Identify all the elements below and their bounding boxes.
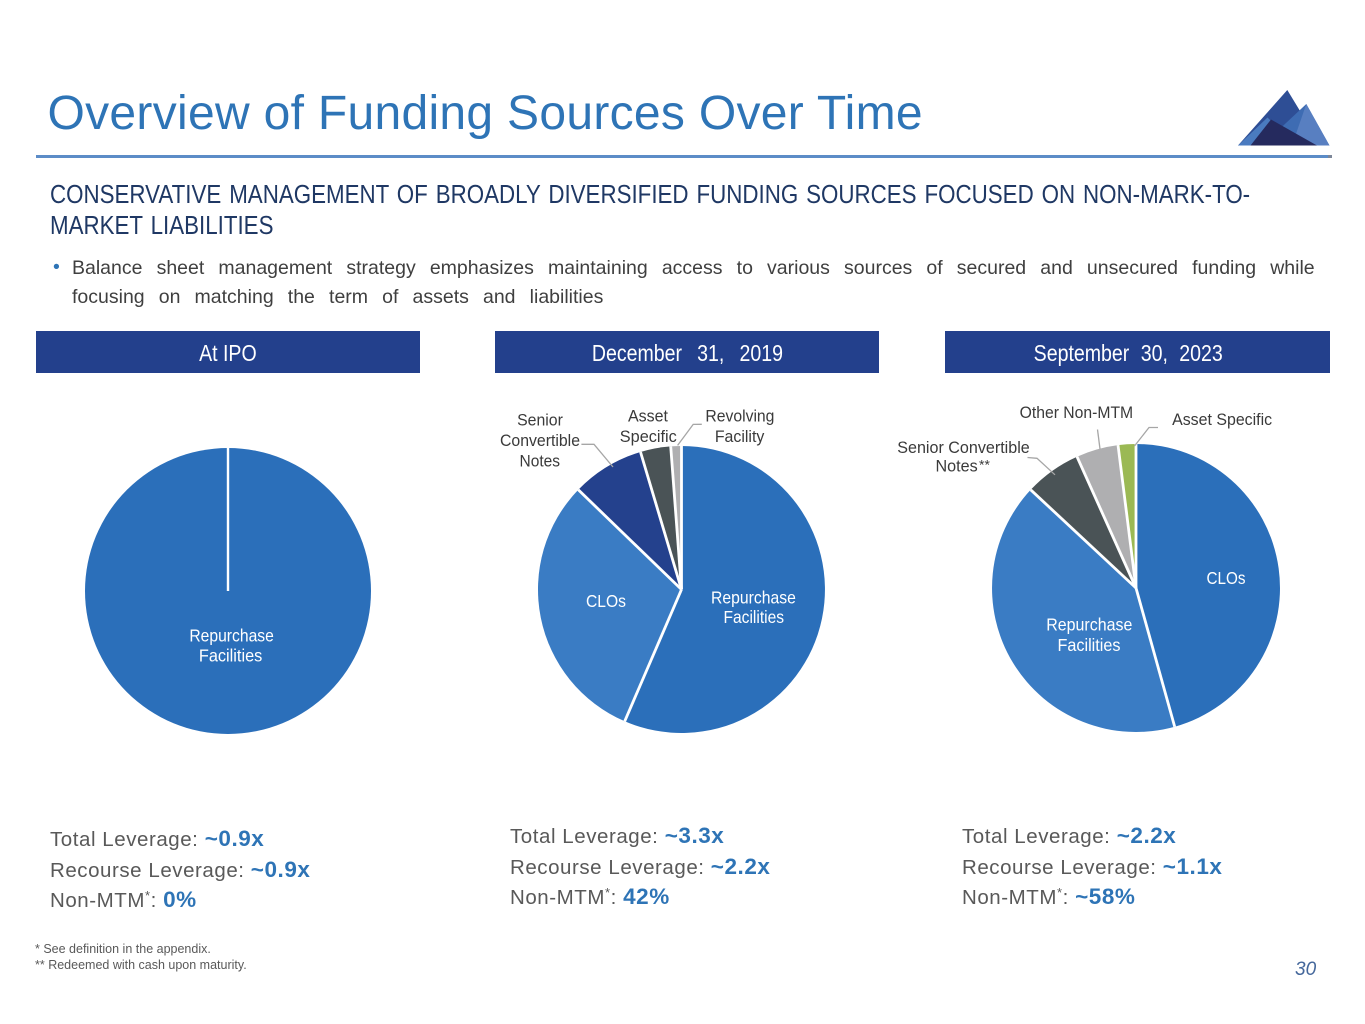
svg-text:Notes: Notes: [520, 452, 561, 471]
svg-text:Asset Specific: Asset Specific: [1172, 410, 1272, 429]
svg-text:CLOs: CLOs: [586, 591, 626, 611]
svg-text:Facilities: Facilities: [199, 645, 263, 665]
svg-text:Senior Convertible: Senior Convertible: [897, 438, 1030, 457]
svg-text:Facility: Facility: [715, 427, 765, 446]
svg-text:Repurchase: Repurchase: [1046, 615, 1132, 635]
svg-text:CLOs: CLOs: [1207, 568, 1246, 588]
svg-text:Repurchase: Repurchase: [189, 626, 274, 646]
svg-text:Senior: Senior: [517, 411, 563, 430]
svg-text:Revolving: Revolving: [705, 407, 774, 426]
svg-text:Convertible: Convertible: [500, 431, 580, 450]
svg-text:Asset: Asset: [628, 407, 668, 426]
svg-text:Other Non-MTM: Other Non-MTM: [1020, 403, 1134, 422]
svg-text:Notes: Notes: [936, 456, 978, 475]
svg-text:Repurchase: Repurchase: [711, 588, 796, 608]
svg-text:Facilities: Facilities: [1057, 635, 1120, 655]
svg-text:Facilities: Facilities: [724, 607, 785, 627]
svg-text:**: **: [979, 457, 990, 473]
svg-text:Specific: Specific: [620, 427, 677, 446]
